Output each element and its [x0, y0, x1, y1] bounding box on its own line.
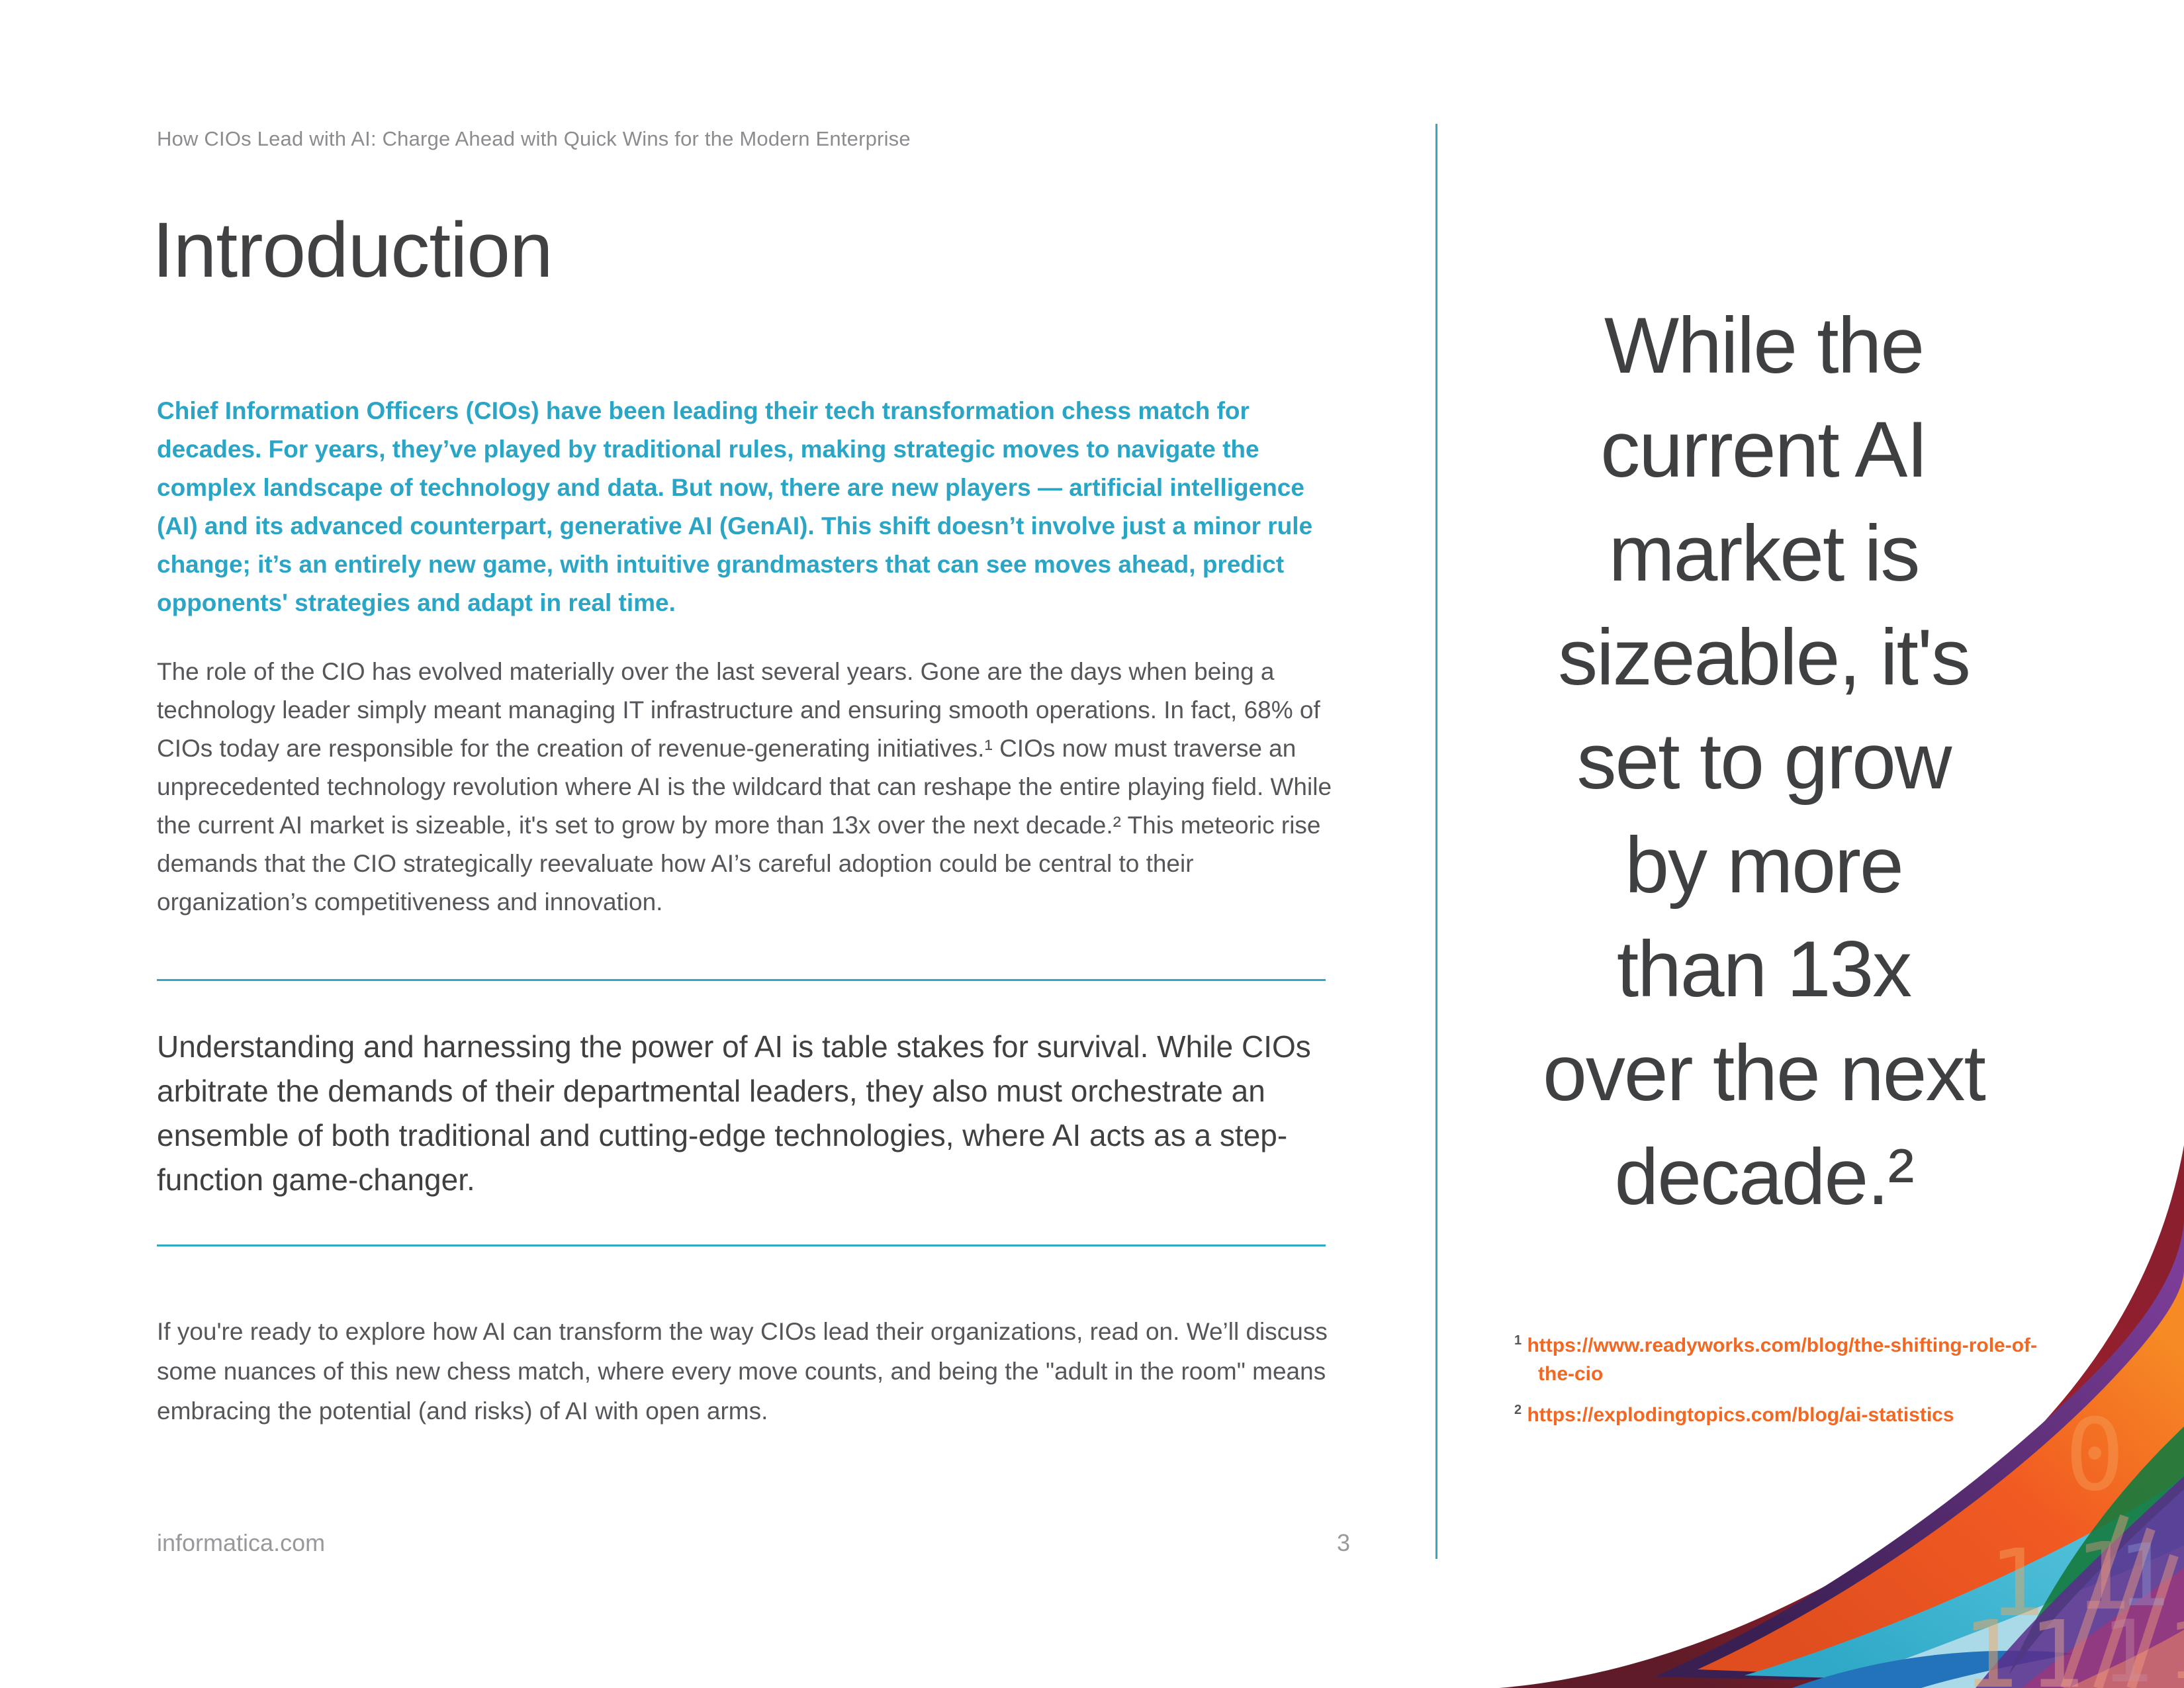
- footnote-link[interactable]: https://explodingtopics.com/blog/ai-stat…: [1527, 1404, 1954, 1426]
- binary-digit: 1: [2101, 1601, 2153, 1688]
- pull-quote-line: market is: [1608, 509, 1921, 598]
- footnote-ref: 2: [1514, 1403, 1522, 1417]
- binary-digit: 1: [2075, 1523, 2130, 1631]
- page-title: Introduction: [152, 207, 553, 294]
- footnotes: 1 https://www.readyworks.com/blog/the-sh…: [1514, 1327, 2050, 1437]
- running-header: How CIOs Lead with AI: Charge Ahead with…: [157, 127, 911, 150]
- binary-digit: 0: [2065, 1398, 2124, 1513]
- binary-digit: 1: [2028, 1601, 2084, 1688]
- pull-quote-line: current AI: [1600, 405, 1929, 494]
- callout-text: Understanding and harnessing the power o…: [157, 1029, 1311, 1197]
- callout-divider-top: [157, 979, 1326, 981]
- pull-quote-line: than 13x: [1616, 925, 1912, 1013]
- footnote-ref: 1: [1514, 1333, 1522, 1348]
- binary-digit: 1: [2167, 1605, 2184, 1688]
- pull-quote-line: While the: [1604, 301, 1925, 390]
- pull-quote-line: over the next: [1543, 1029, 1986, 1117]
- body-paragraph: The role of the CIO has evolved material…: [157, 658, 1332, 915]
- callout-divider-bottom: [157, 1244, 1326, 1246]
- page-number: 3: [1336, 1529, 1350, 1556]
- binary-digit: 1: [1989, 1530, 2044, 1638]
- binary-digits-group: 0 1 1 1 1 1 1 1: [1962, 1398, 2184, 1688]
- pull-quote-line: set to grow: [1576, 717, 1952, 806]
- pull-quote-line: by more: [1625, 821, 1903, 910]
- footer-domain-link[interactable]: informatica.com: [157, 1529, 326, 1556]
- swoosh-salmon-overlay: [2068, 1630, 2184, 1688]
- binary-digit: 1: [2118, 1525, 2169, 1626]
- column-divider: [1435, 124, 1437, 1559]
- footnote-item: 1 https://www.readyworks.com/blog/the-sh…: [1514, 1327, 2050, 1388]
- pull-quote-line: decade.²: [1614, 1133, 1915, 1221]
- binary-digit: 1: [1962, 1601, 2018, 1688]
- closing-paragraph: If you're ready to explore how AI can tr…: [157, 1318, 1328, 1425]
- lead-paragraph: Chief Information Officers (CIOs) have b…: [157, 397, 1313, 616]
- footnote-link[interactable]: https://www.readyworks.com/blog/the-shif…: [1527, 1335, 2038, 1385]
- pull-quote: While the current AI market is sizeable,…: [1456, 294, 2071, 1229]
- pull-quote-line: sizeable, it's: [1558, 613, 1971, 702]
- footnote-item: 2 https://explodingtopics.com/blog/ai-st…: [1514, 1396, 2050, 1429]
- swoosh-streaks: [2060, 1514, 2179, 1688]
- swoosh-graphic: 0 1 1 1 1 1 1 1: [1499, 1145, 2184, 1688]
